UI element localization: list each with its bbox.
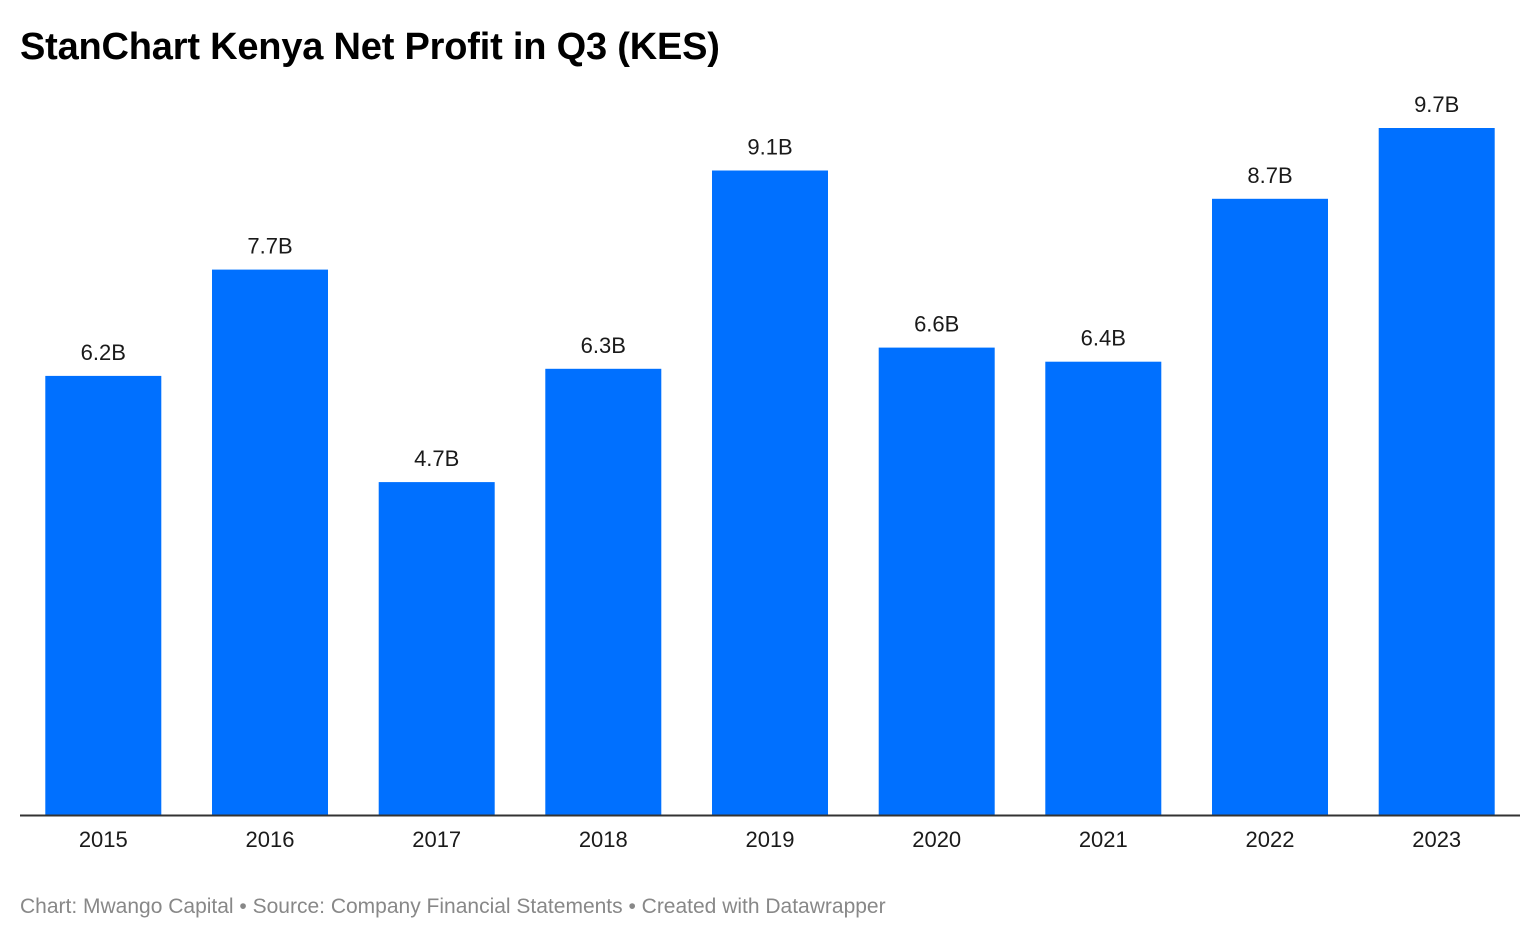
value-label-2020: 6.6B — [914, 312, 959, 337]
tick-label-2015: 2015 — [79, 827, 128, 852]
tick-label-2021: 2021 — [1079, 827, 1128, 852]
bar-2021 — [1045, 361, 1162, 815]
bar-2016 — [212, 269, 328, 816]
value-label-2015: 6.2B — [81, 340, 126, 365]
bar-2019 — [712, 170, 828, 815]
value-label-2019: 9.1B — [747, 135, 792, 160]
value-label-2023: 9.7B — [1414, 92, 1459, 117]
tick-label-2018: 2018 — [579, 827, 628, 852]
value-label-2022: 8.7B — [1247, 163, 1292, 188]
tick-label-2020: 2020 — [912, 827, 961, 852]
tick-label-2016: 2016 — [246, 827, 295, 852]
bar-2018 — [545, 368, 662, 815]
chart-title: StanChart Kenya Net Profit in Q3 (KES) — [20, 26, 720, 68]
bar-2022 — [1212, 198, 1328, 816]
tick-label-2023: 2023 — [1412, 827, 1461, 852]
bar-2020 — [878, 347, 995, 815]
tick-label-2017: 2017 — [412, 827, 461, 852]
bar-2017 — [378, 482, 495, 815]
bar-chart: 6.2B 7.7B 4.7B 6.3B 9.1B 6.6B 6.4B 8.7B 9.7B 201… — [20, 92, 1520, 852]
chart-footer-credits: Chart: Mwango Capital • Source: Company … — [20, 895, 886, 918]
tick-label-2019: 2019 — [746, 827, 795, 852]
bar-2023 — [1378, 128, 1495, 815]
tick-label-2022: 2022 — [1246, 827, 1295, 852]
bars-group — [45, 128, 1495, 816]
value-label-2017: 4.7B — [414, 446, 459, 471]
value-label-2018: 6.3B — [581, 333, 626, 358]
bar-2015 — [45, 375, 162, 815]
value-labels-group: 6.2B 7.7B 4.7B 6.3B 9.1B 6.6B 6.4B 8.7B 9.7B — [81, 92, 1460, 471]
value-label-2021: 6.4B — [1081, 326, 1126, 351]
x-axis-tick-labels: 2015 2016 2017 2018 2019 2020 2021 2022 2023 — [79, 827, 1461, 852]
value-label-2016: 7.7B — [247, 234, 292, 259]
